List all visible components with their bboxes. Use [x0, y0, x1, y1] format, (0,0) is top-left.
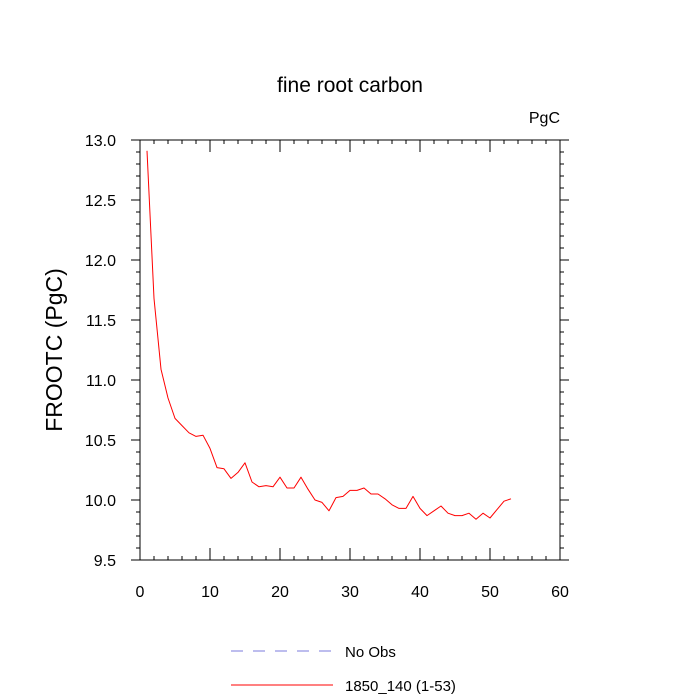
- y-tick-label: 11.0: [86, 373, 116, 390]
- plot-frame: [139, 139, 561, 561]
- series-line-1: [146, 150, 512, 520]
- y-tick-label: 13.0: [85, 133, 116, 150]
- axis-ticks: [131, 139, 569, 561]
- chart-title: fine root carbon: [277, 74, 423, 97]
- x-tick-label: 0: [136, 584, 145, 601]
- x-tick-label: 30: [341, 584, 359, 601]
- x-tick-label: 40: [411, 584, 429, 601]
- y-axis-label: FROOTC (PgC): [41, 268, 67, 432]
- series-lines: [146, 150, 512, 520]
- legend-label-no-obs: No Obs: [345, 644, 396, 661]
- units-label: PgC: [529, 110, 560, 127]
- y-tick-label: 12.0: [85, 253, 116, 270]
- y-tick-label: 12.5: [85, 193, 116, 210]
- x-tick-label: 20: [271, 584, 289, 601]
- x-tick-label: 60: [551, 584, 569, 601]
- legend: No Obs 1850_140 (1-53): [231, 644, 456, 695]
- legend-label-1850-140: 1850_140 (1-53): [345, 678, 456, 695]
- y-tick-label: 10.5: [85, 433, 116, 450]
- y-tick-label: 9.5: [94, 553, 116, 570]
- x-tick-label: 50: [481, 584, 499, 601]
- y-tick-label: 10.0: [85, 493, 116, 510]
- axis-tick-labels: 0 10 20 30 40 50 60 9.5 10.0 10.5 11.0 11.5 12.0 12.5…: [85, 133, 569, 601]
- y-tick-label: 11.5: [86, 313, 116, 330]
- x-tick-label: 10: [201, 584, 219, 601]
